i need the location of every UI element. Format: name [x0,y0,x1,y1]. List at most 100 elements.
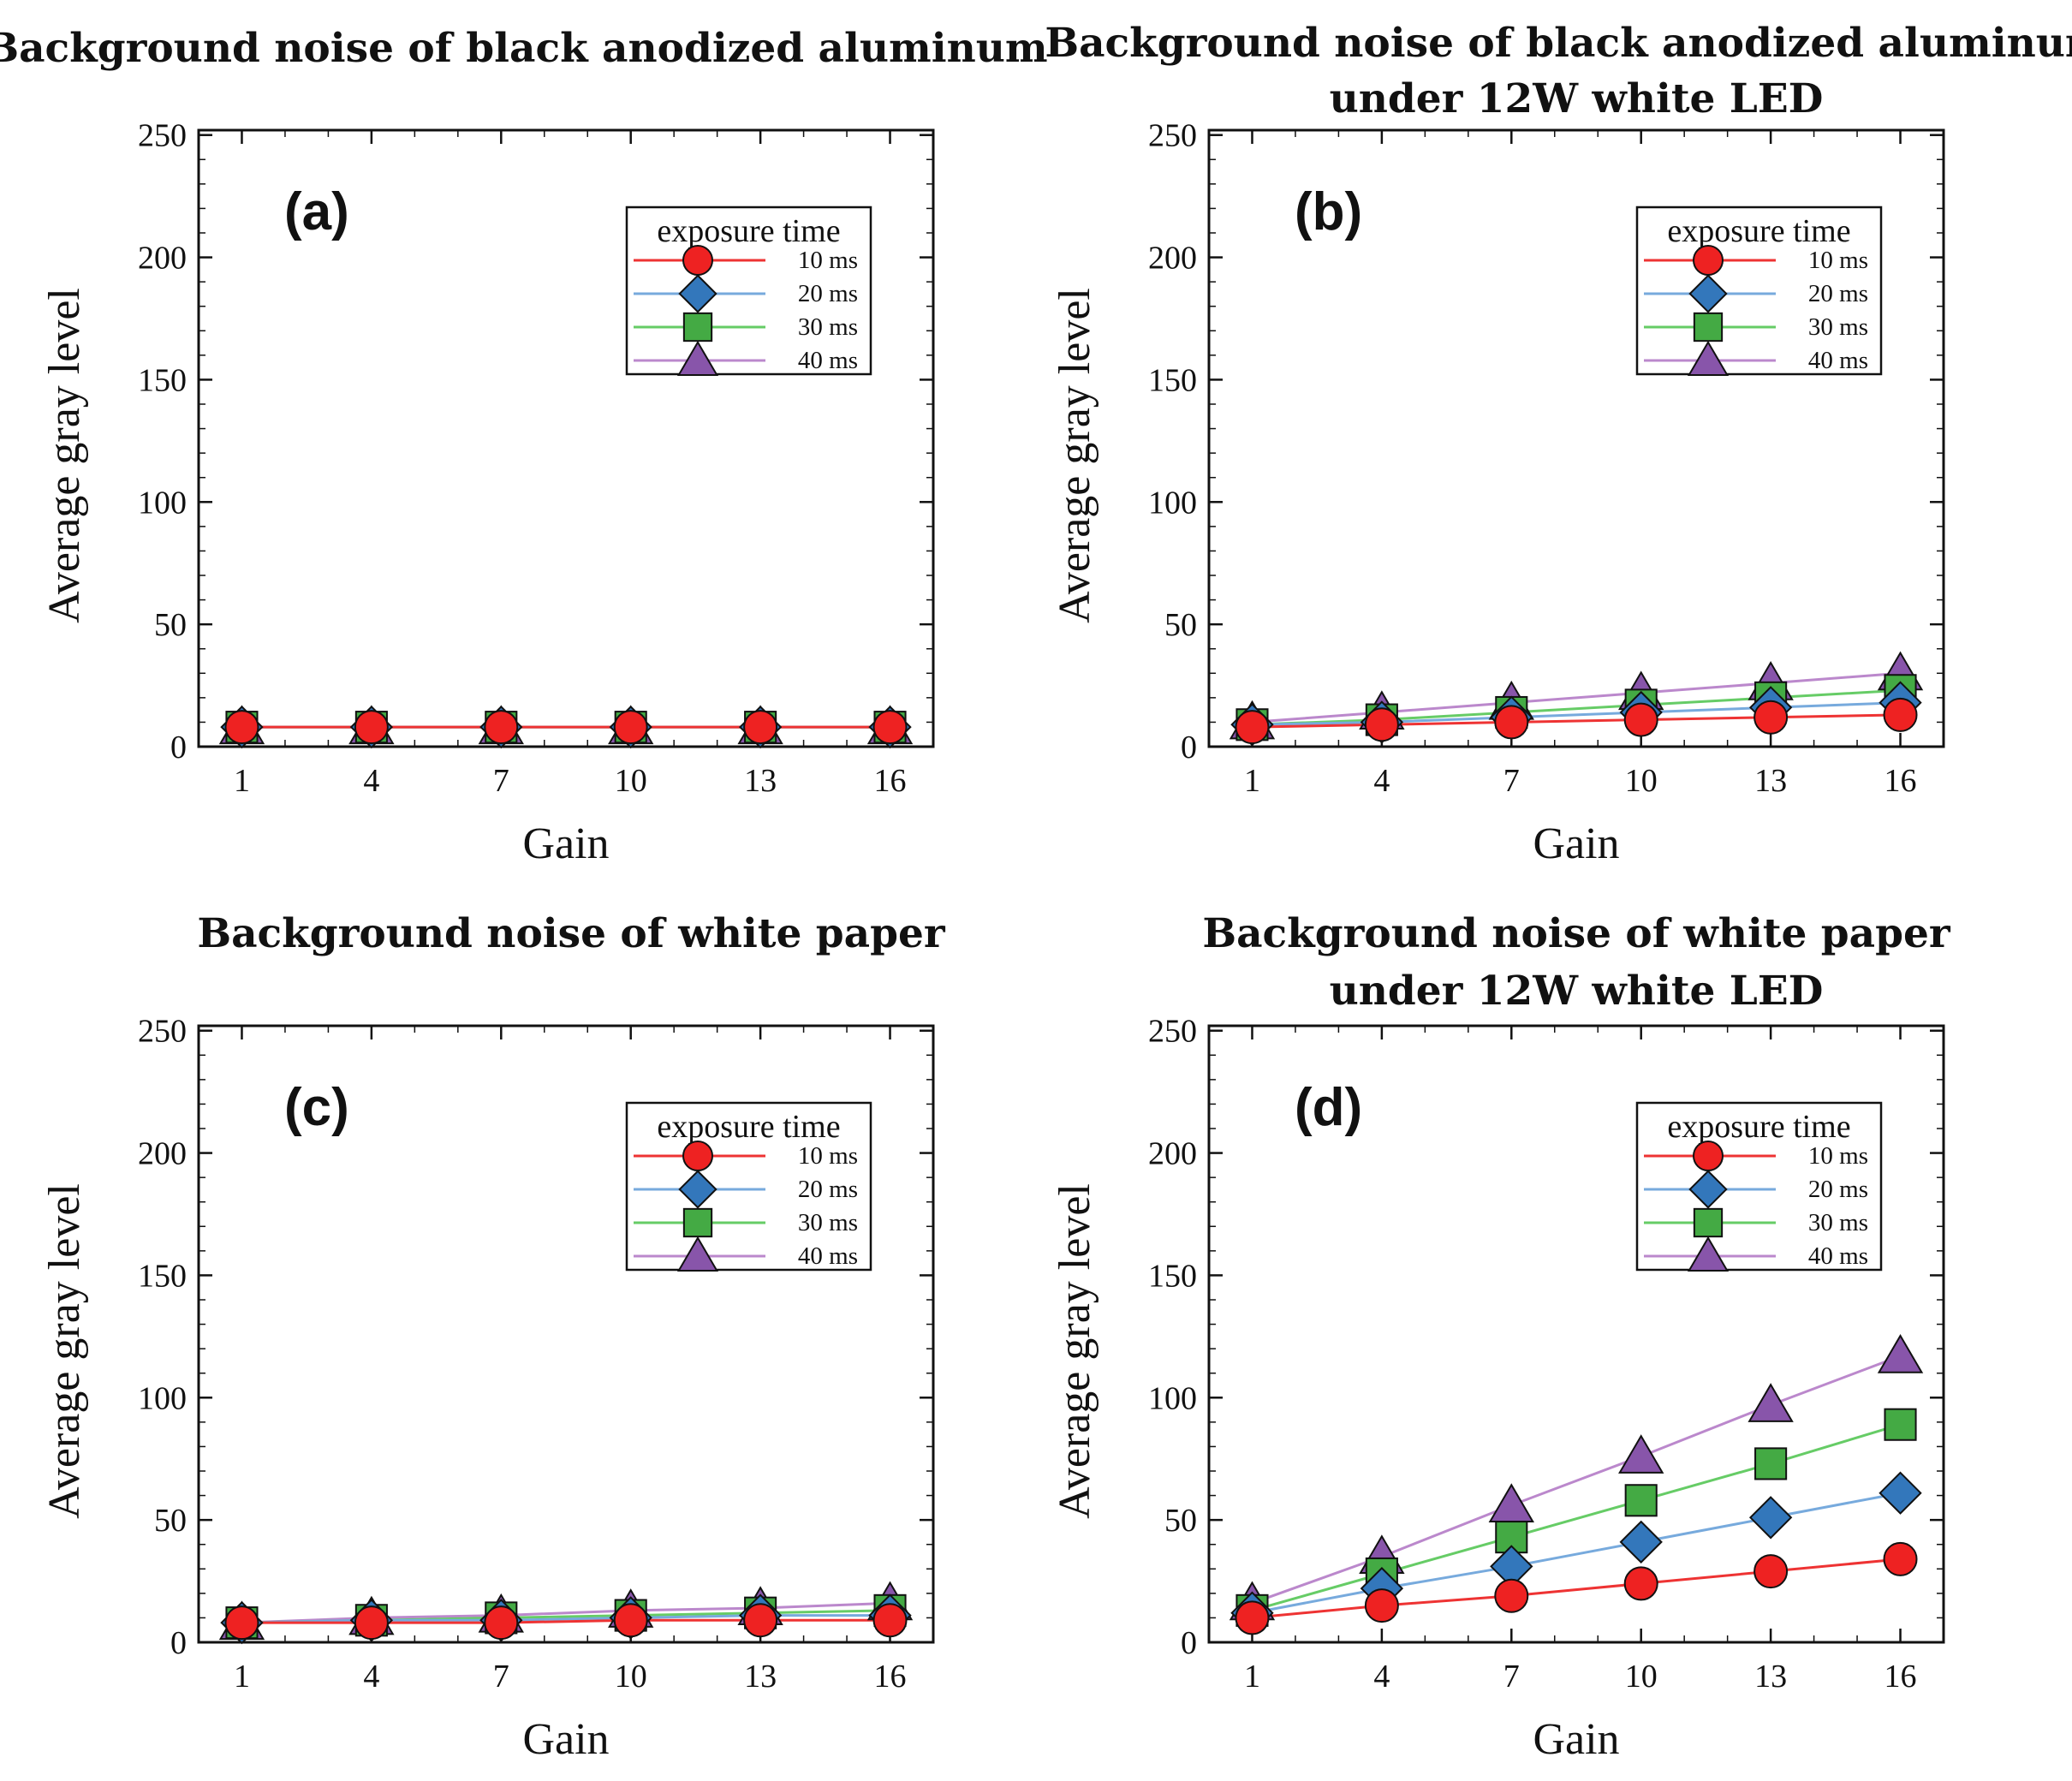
legend-entry: 30 ms [798,313,858,341]
y-axis-label: Average gray level [1051,1183,1099,1519]
y-axis-label: Average gray level [1051,288,1099,623]
x-tick-label: 4 [363,1659,379,1695]
legend-marker-diamond [1688,274,1728,313]
y-tick-label: 150 [1148,362,1197,398]
data-point-circle [613,710,648,745]
legend-entry: 40 ms [1808,1242,1868,1270]
x-tick-label: 16 [874,1659,907,1695]
legend-entry: 20 ms [798,280,858,307]
x-tick-label: 1 [1244,1659,1260,1695]
data-point-square [1884,1408,1917,1441]
x-tick-label: 1 [234,1659,250,1695]
x-axis-label: Gain [1533,819,1619,868]
x-tick-label: 13 [1754,1659,1787,1695]
x-tick-label: 10 [615,1659,647,1695]
x-tick-label: 7 [1503,1659,1520,1695]
legend-title: exposure time [1667,1109,1850,1145]
data-point-circle [484,1605,519,1641]
legend-entry: 40 ms [798,347,858,374]
x-tick-label: 7 [493,1659,509,1695]
chart-panel-b: Background noise of black anodized alumi… [1045,20,2072,868]
legend-entry: 20 ms [1808,1176,1868,1203]
y-tick-label: 100 [138,1380,187,1416]
x-tick-label: 10 [1625,763,1658,799]
legend-entry: 10 ms [798,1142,858,1170]
data-point-diamond [1619,1520,1663,1564]
legend-marker-square [682,1207,713,1238]
y-tick-label: 250 [138,118,187,154]
legend-box [625,1101,872,1272]
x-tick-label: 7 [1503,763,1520,799]
legend-marker-diamond [1688,1170,1728,1209]
y-tick-label: 150 [1148,1258,1197,1294]
chart-panel-a: Background noise of black anodized alumi… [0,25,1048,868]
legend-title: exposure time [657,1109,840,1145]
legend-marker-triangle [676,1236,719,1272]
data-point-triangle [1618,1434,1664,1474]
data-point-circle [354,1605,389,1641]
series-line [1252,713,1901,729]
chart-panel-c: Background noise of white paper 0 50 100 150… [40,910,946,1764]
legend-entry: 20 ms [1808,280,1868,307]
legend-marker-diamond [678,274,717,313]
x-tick-label: 1 [234,763,250,799]
panel-label: (d) [1295,1078,1362,1137]
series-line [1252,701,1901,726]
y-tick-label: 0 [170,730,187,765]
data-point-circle [1494,705,1529,740]
x-axis-label: Gain [1533,1715,1619,1764]
chart-title: under 12W white LED [1330,75,1824,122]
data-point-diamond [1878,1471,1922,1515]
series-line [241,1618,890,1624]
data-point-circle [872,1603,908,1638]
data-point-circle [224,710,259,745]
legend-entry: 30 ms [1808,1209,1868,1236]
panel-label: (c) [284,1078,349,1137]
series-line [241,1601,890,1624]
data-point-circle [1364,1588,1399,1623]
plot-frame [1207,1024,1945,1644]
y-tick-label: 200 [138,241,187,277]
y-tick-label: 150 [138,362,187,398]
data-point-circle [484,710,519,745]
legend-box [625,206,872,376]
plot-frame [197,128,935,748]
chart-title: Background noise of black anodized alumi… [0,25,1048,72]
x-tick-label: 4 [363,763,379,799]
legend-marker-circle [682,1141,713,1171]
legend-marker-square [1693,1207,1724,1238]
y-tick-label: 250 [1148,118,1197,154]
data-point-circle [1883,1541,1918,1576]
series-line [1252,671,1901,724]
series-line [241,1614,890,1624]
y-tick-label: 50 [1164,1503,1197,1539]
data-point-square [1754,1447,1788,1480]
x-axis-label: Gain [522,1715,609,1764]
legend-marker-diamond [678,1170,717,1209]
y-tick-label: 250 [1148,1014,1197,1050]
data-point-circle [1235,710,1270,745]
data-point-circle [354,710,389,745]
data-point-circle [1753,1554,1789,1589]
data-point-circle [1883,697,1918,732]
legend-marker-circle [682,245,713,276]
legend-marker-square [682,312,713,342]
y-tick-label: 100 [1148,1380,1197,1416]
series-line [1252,1492,1901,1615]
chart-title: under 12W white LED [1330,968,1824,1015]
x-tick-label: 4 [1373,1659,1390,1695]
legend-entry: 10 ms [1808,247,1868,274]
data-point-circle [872,710,908,745]
x-axis-label: Gain [522,819,609,868]
x-tick-label: 13 [744,1659,777,1695]
series-line [1252,1558,1901,1619]
plot-frame [197,1024,935,1644]
chart-title: Background noise of white paper [1202,910,1950,957]
y-axis-label: Average gray level [40,1183,89,1519]
y-tick-label: 150 [138,1258,187,1294]
legend-box [1635,1101,1883,1272]
y-tick-label: 50 [154,1503,187,1539]
panel-label: (b) [1295,182,1362,241]
x-tick-label: 10 [1625,1659,1658,1695]
legend-entry: 40 ms [1808,347,1868,374]
